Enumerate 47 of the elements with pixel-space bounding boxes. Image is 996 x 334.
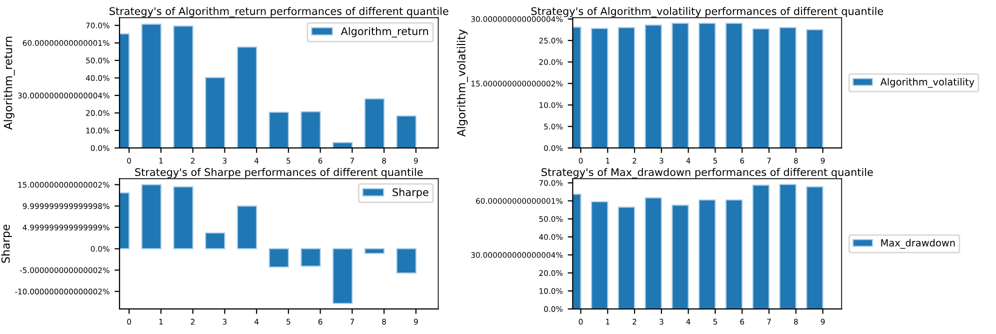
bar [698, 199, 716, 309]
bar [806, 186, 824, 309]
bar [618, 206, 636, 309]
bar [205, 77, 226, 148]
bar [752, 28, 770, 148]
bar [618, 27, 636, 148]
y-axis-title: Algorithm_return [4, 36, 15, 130]
bar [590, 201, 608, 309]
legend-label: Algorithm_volatility [880, 78, 974, 88]
bar [364, 248, 385, 254]
legend-label: Sharpe [392, 188, 428, 198]
bar [644, 24, 662, 148]
bar [173, 26, 194, 148]
bar [332, 248, 353, 304]
bar [644, 197, 662, 309]
bar [752, 184, 770, 309]
bar [332, 142, 353, 148]
bar [300, 248, 321, 267]
bar [725, 199, 743, 309]
bar [698, 22, 716, 148]
bar [806, 29, 824, 148]
chart-title: Strategy's of Algorithm_volatility performances of different quantile [531, 7, 884, 18]
bar [672, 22, 689, 148]
bar [672, 204, 689, 309]
bar [141, 24, 162, 148]
bar [236, 205, 258, 250]
bar [268, 248, 289, 268]
bar [236, 46, 258, 148]
bar [205, 232, 226, 250]
bar [396, 248, 416, 274]
y-axis-title: Algorithm_volatility [456, 29, 468, 137]
legend-label: Max_drawdown [881, 238, 955, 249]
y-axis-title: Sharpe [1, 224, 12, 263]
chart-title: Strategy's of Algorithm_return performances of different quantile [110, 7, 448, 18]
bar [300, 111, 321, 148]
bar [364, 98, 385, 148]
bar [779, 27, 796, 148]
legend-label: Algorithm_return [340, 27, 428, 38]
chart-title: Strategy's of Max_drawdown performances of different quantile [542, 168, 873, 178]
bar [141, 184, 162, 250]
bar [779, 184, 796, 309]
bar [268, 112, 289, 148]
bar [396, 115, 416, 148]
chart-title: Strategy's of Sharpe performances of different quantile [135, 168, 423, 178]
bar [725, 22, 743, 148]
bar [173, 186, 194, 250]
bar [590, 28, 608, 148]
